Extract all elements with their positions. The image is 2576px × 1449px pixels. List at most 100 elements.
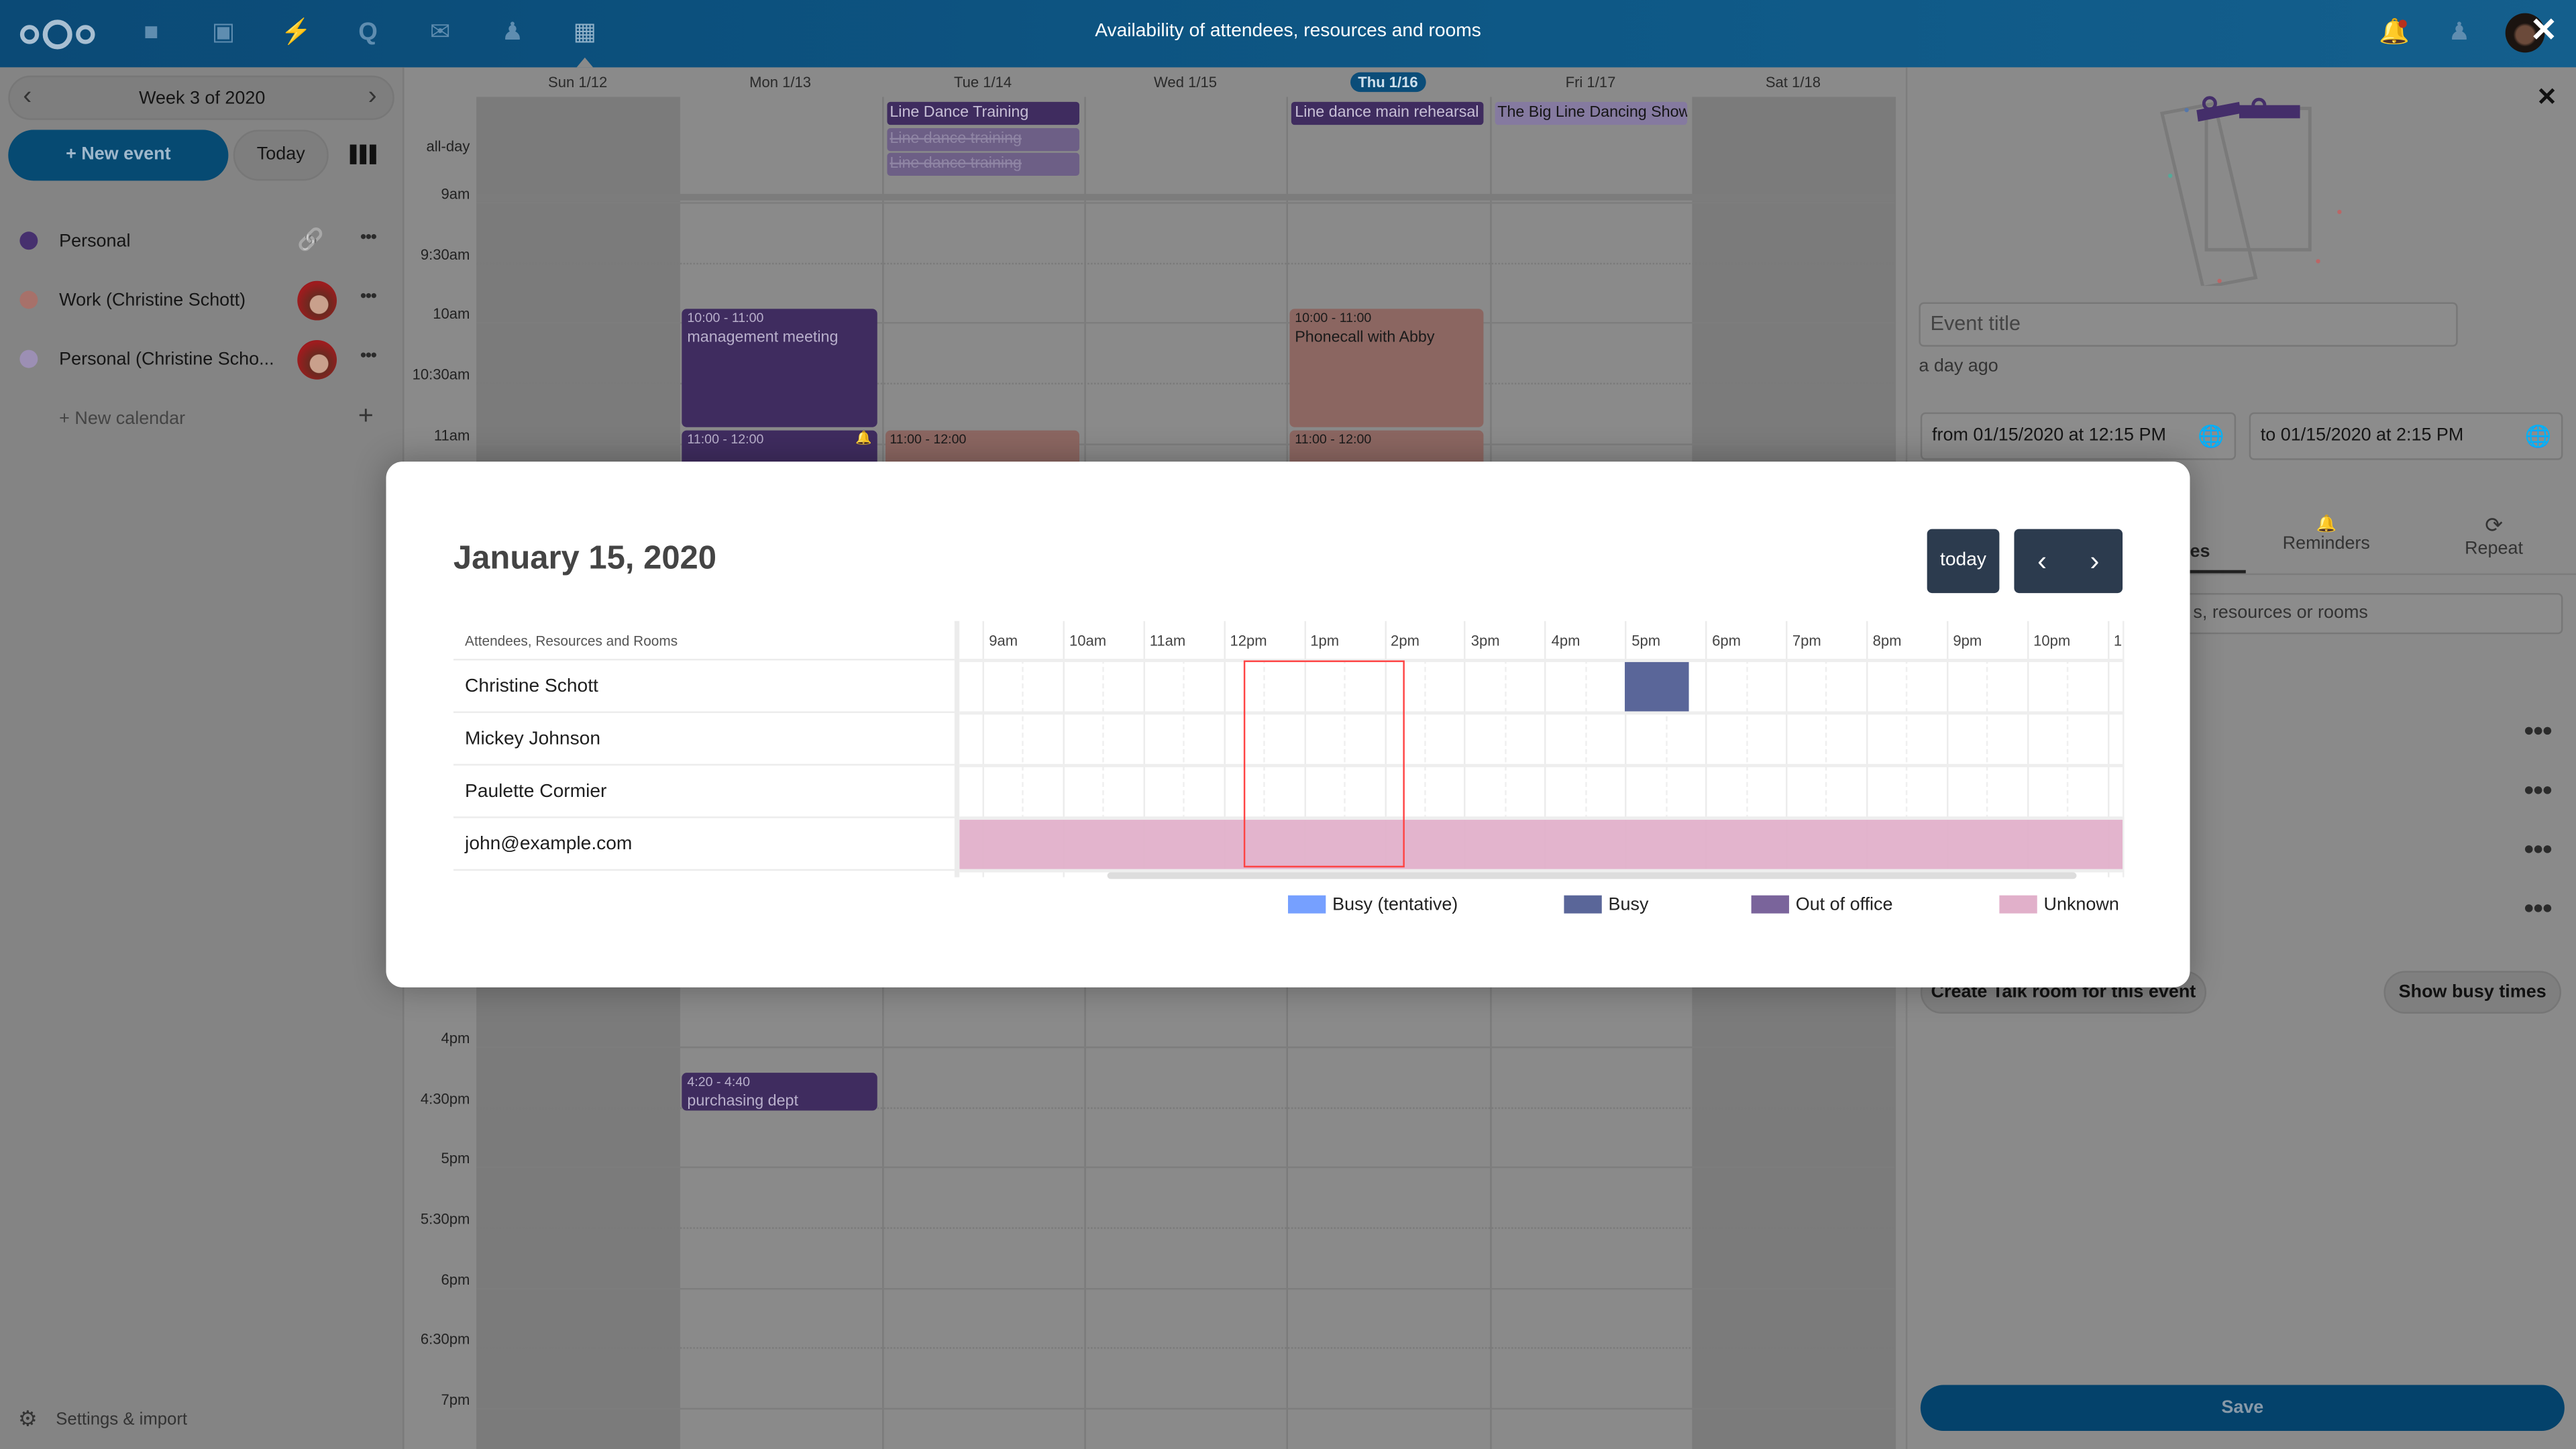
attendee-more-icon[interactable]: ●●●: [2523, 780, 2553, 800]
next-day-icon[interactable]: ›: [2090, 545, 2100, 577]
notification-badge: [2398, 19, 2407, 28]
calendar-event[interactable]: 10:00 - 11:00 management meeting: [682, 309, 877, 427]
attendee-row[interactable]: Mickey Johnson: [453, 711, 955, 763]
calendar-event[interactable]: 4:20 - 4:40 purchasing dept: [682, 1073, 877, 1110]
calendar-name: Work (Christine Schott): [59, 290, 246, 311]
allday-event[interactable]: Line dance main rehearsal: [1291, 101, 1485, 125]
talk-icon[interactable]: Q: [358, 17, 378, 46]
hour-label: 2pm: [1391, 632, 1419, 649]
timezone-globe-icon[interactable]: 🌐: [2198, 423, 2224, 449]
start-date-input[interactable]: from 01/15/2020 at 12:15 PM 🌐: [1920, 412, 2237, 460]
tab-reminders[interactable]: 🔔 Reminders: [2244, 516, 2408, 553]
day-header: Sat 1/18: [1692, 67, 1894, 97]
calendar-more-icon[interactable]: ●●●: [360, 231, 377, 244]
calendar-color-dot[interactable]: [19, 290, 38, 309]
row-divider: [453, 869, 955, 871]
today-button[interactable]: today: [1927, 529, 2000, 594]
today-button[interactable]: Today: [233, 129, 329, 181]
attendee-row[interactable]: john@example.com: [453, 816, 955, 869]
day-header: Wed 1/15: [1084, 67, 1287, 97]
day-label[interactable]: Thu 1/16: [1350, 72, 1426, 93]
contacts-menu-icon[interactable]: ♟: [2448, 17, 2471, 46]
day-header: Thu 1/16: [1287, 67, 1489, 97]
calendar-color-dot[interactable]: [19, 231, 38, 250]
next-week-icon[interactable]: ›: [368, 82, 377, 111]
view-switcher-icon[interactable]: [350, 144, 376, 164]
calendar-event[interactable]: 10:00 - 11:00 Phonecall with Abby: [1289, 309, 1485, 427]
activity-icon[interactable]: ⚡: [280, 17, 312, 46]
hour-label: 4pm: [1551, 632, 1580, 649]
empty-content-illustration-icon: [2159, 96, 2342, 286]
legend-item: Busy (tentative): [1288, 895, 1458, 915]
calendar-item[interactable]: Personal 🔗 ●●●: [0, 217, 402, 266]
tab-repeat[interactable]: ⟳ Repeat: [2412, 513, 2576, 559]
selected-time-range[interactable]: [1243, 660, 1405, 868]
attendee-more-icon[interactable]: ●●●: [2523, 721, 2553, 741]
event-time: 11:00 - 12:00: [1295, 431, 1372, 447]
allday-label: all-day: [426, 138, 470, 155]
day-label[interactable]: Sat 1/18: [1765, 74, 1821, 91]
attendee-row[interactable]: Christine Schott: [453, 659, 955, 711]
event-editor-sidebar: ✕ Event title a day ago from 01/15/2020 …: [1905, 67, 2576, 1449]
contacts-icon[interactable]: ♟: [501, 17, 524, 46]
legend-swatch: [1751, 895, 1789, 914]
freebusy-block-busy: [1625, 661, 1690, 712]
repeat-icon: ⟳: [2485, 513, 2503, 537]
day-label[interactable]: Mon 1/13: [749, 74, 812, 91]
share-link-icon[interactable]: 🔗: [297, 226, 324, 252]
photos-icon[interactable]: ▣: [211, 17, 235, 46]
show-busy-times-button[interactable]: Show busy times: [2383, 971, 2561, 1014]
allday-event[interactable]: The Big Line Dancing Show: [1494, 101, 1687, 125]
gear-icon[interactable]: ⚙: [17, 1406, 38, 1432]
day-label[interactable]: Tue 1/14: [953, 74, 1012, 91]
tab-attendees[interactable]: es: [2190, 542, 2210, 562]
allday-event[interactable]: Line dance training: [886, 127, 1079, 151]
time-gridline: [476, 1407, 1894, 1410]
calendar-icon[interactable]: ▦: [573, 17, 597, 46]
event-time: 11:00 - 12:00: [890, 431, 967, 447]
calendar-item[interactable]: Work (Christine Schott) ●●●: [0, 276, 402, 325]
column-resizer[interactable]: [954, 621, 960, 877]
end-date-input[interactable]: to 01/15/2020 at 2:15 PM 🌐: [2249, 412, 2563, 460]
allday-event[interactable]: Line Dance Training: [886, 101, 1079, 125]
calendar-more-icon[interactable]: ●●●: [360, 290, 377, 303]
calendar-more-icon[interactable]: ●●●: [360, 350, 377, 362]
previous-week-icon[interactable]: ‹: [23, 82, 32, 111]
event-title-input[interactable]: Event title: [1919, 302, 2458, 347]
calendar-color-dot[interactable]: [19, 350, 38, 368]
week-label[interactable]: Week 3 of 2020: [139, 89, 266, 109]
mail-icon[interactable]: ✉: [429, 17, 451, 46]
app-title: Availability of attendees, resources and…: [1095, 21, 1481, 42]
hour-label: 1: [2113, 632, 2123, 649]
attendee-row[interactable]: Paulette Cormier: [453, 763, 955, 816]
day-label[interactable]: Sun 1/12: [548, 74, 608, 91]
calendar-item[interactable]: Personal (Christine Scho... ●●●: [0, 335, 402, 384]
event-title: purchasing dept: [687, 1093, 798, 1110]
end-date-value: to 01/15/2020 at 2:15 PM: [2260, 425, 2464, 445]
user-avatar[interactable]: [2505, 13, 2545, 53]
files-icon[interactable]: ■: [144, 17, 159, 46]
plus-icon[interactable]: +: [358, 402, 374, 431]
hour-gridline: [1142, 621, 1145, 877]
column-header: Attendees, Resources and Rooms: [465, 632, 678, 649]
day-label[interactable]: Fri 1/17: [1565, 74, 1616, 91]
legend-label: Busy: [1608, 895, 1649, 916]
timezone-globe-icon[interactable]: 🌐: [2524, 423, 2552, 449]
new-event-button[interactable]: + New event: [8, 129, 229, 181]
day-header: Sun 1/12: [476, 67, 679, 97]
allday-event[interactable]: Line dance training: [886, 152, 1079, 176]
settings-import-button[interactable]: Settings & import: [56, 1409, 188, 1430]
nextcloud-logo-icon[interactable]: [18, 18, 100, 51]
attendee-more-icon[interactable]: ●●●: [2523, 898, 2553, 918]
time-label: 9:30am: [420, 246, 470, 263]
previous-day-icon[interactable]: ‹: [2037, 545, 2047, 577]
new-calendar-button[interactable]: + New calendar: [59, 409, 186, 429]
close-icon[interactable]: ✕: [2530, 13, 2558, 50]
timeline-scrollbar[interactable]: [1107, 872, 2077, 879]
close-sidebar-icon[interactable]: ✕: [2536, 83, 2558, 112]
time-gridline: [476, 1227, 1894, 1229]
save-button[interactable]: Save: [1920, 1385, 2565, 1432]
day-label[interactable]: Wed 1/15: [1154, 74, 1218, 91]
attendee-more-icon[interactable]: ●●●: [2523, 839, 2553, 859]
legend-swatch: [1288, 895, 1326, 914]
